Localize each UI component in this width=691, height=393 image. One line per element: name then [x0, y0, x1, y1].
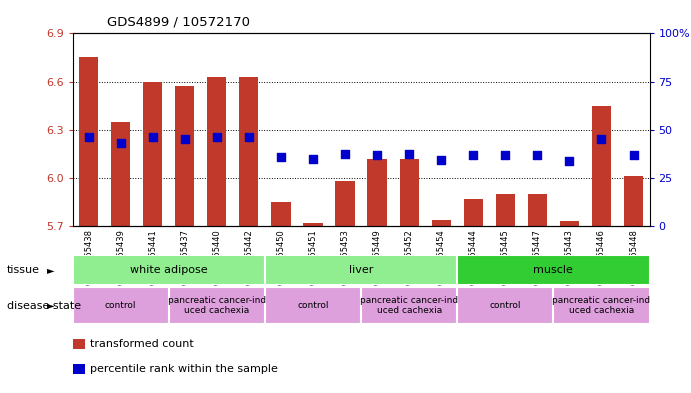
Point	[115, 140, 126, 147]
Bar	[265, 255, 457, 285]
Point	[468, 152, 479, 158]
Text: percentile rank within the sample: percentile rank within the sample	[90, 364, 278, 375]
Bar	[265, 287, 361, 324]
Bar	[553, 287, 650, 324]
Bar	[79, 57, 98, 226]
Text: pancreatic cancer-ind
uced cachexia: pancreatic cancer-ind uced cachexia	[168, 296, 266, 315]
Text: muscle: muscle	[533, 265, 574, 275]
Point	[179, 135, 190, 141]
Text: control: control	[105, 301, 136, 310]
Point	[83, 134, 94, 140]
Bar	[143, 82, 162, 226]
Bar	[207, 77, 227, 226]
Text: GDS4899 / 10572170: GDS4899 / 10572170	[107, 16, 250, 29]
Text: control: control	[489, 301, 521, 310]
Point	[339, 151, 350, 157]
Point	[211, 134, 223, 140]
Text: tissue: tissue	[7, 265, 40, 275]
Point	[500, 152, 511, 158]
Point	[147, 134, 158, 140]
Bar	[111, 122, 130, 226]
Point	[404, 151, 415, 157]
Point	[532, 151, 543, 158]
Bar	[169, 287, 265, 324]
Text: disease state: disease state	[7, 301, 81, 310]
Bar	[399, 159, 419, 226]
Bar	[73, 287, 169, 324]
Bar	[73, 255, 265, 285]
Text: ►: ►	[47, 265, 55, 275]
Point	[628, 152, 639, 158]
Bar	[335, 181, 354, 226]
Text: pancreatic cancer-ind
uced cachexia: pancreatic cancer-ind uced cachexia	[360, 296, 458, 315]
Bar	[560, 221, 579, 226]
Text: white adipose: white adipose	[130, 265, 207, 275]
Text: transformed count: transformed count	[90, 339, 193, 349]
Bar	[303, 223, 323, 226]
Point	[243, 134, 254, 140]
Point	[372, 151, 383, 158]
Point	[276, 154, 287, 160]
Point	[307, 156, 319, 162]
Text: liver: liver	[349, 265, 373, 275]
Point	[596, 135, 607, 141]
Bar	[175, 86, 194, 226]
Text: ►: ►	[47, 301, 55, 310]
Bar	[432, 220, 451, 226]
Text: pancreatic cancer-ind
uced cachexia: pancreatic cancer-ind uced cachexia	[552, 296, 650, 315]
Bar	[495, 194, 515, 226]
Bar	[272, 202, 290, 226]
Bar	[528, 194, 547, 226]
Bar	[361, 287, 457, 324]
Bar	[239, 77, 258, 226]
Bar	[591, 106, 611, 226]
Bar	[457, 255, 650, 285]
Bar	[624, 176, 643, 226]
Bar	[457, 287, 553, 324]
Point	[435, 157, 446, 163]
Bar	[464, 199, 483, 226]
Bar	[368, 159, 387, 226]
Text: control: control	[297, 301, 329, 310]
Point	[564, 158, 575, 164]
